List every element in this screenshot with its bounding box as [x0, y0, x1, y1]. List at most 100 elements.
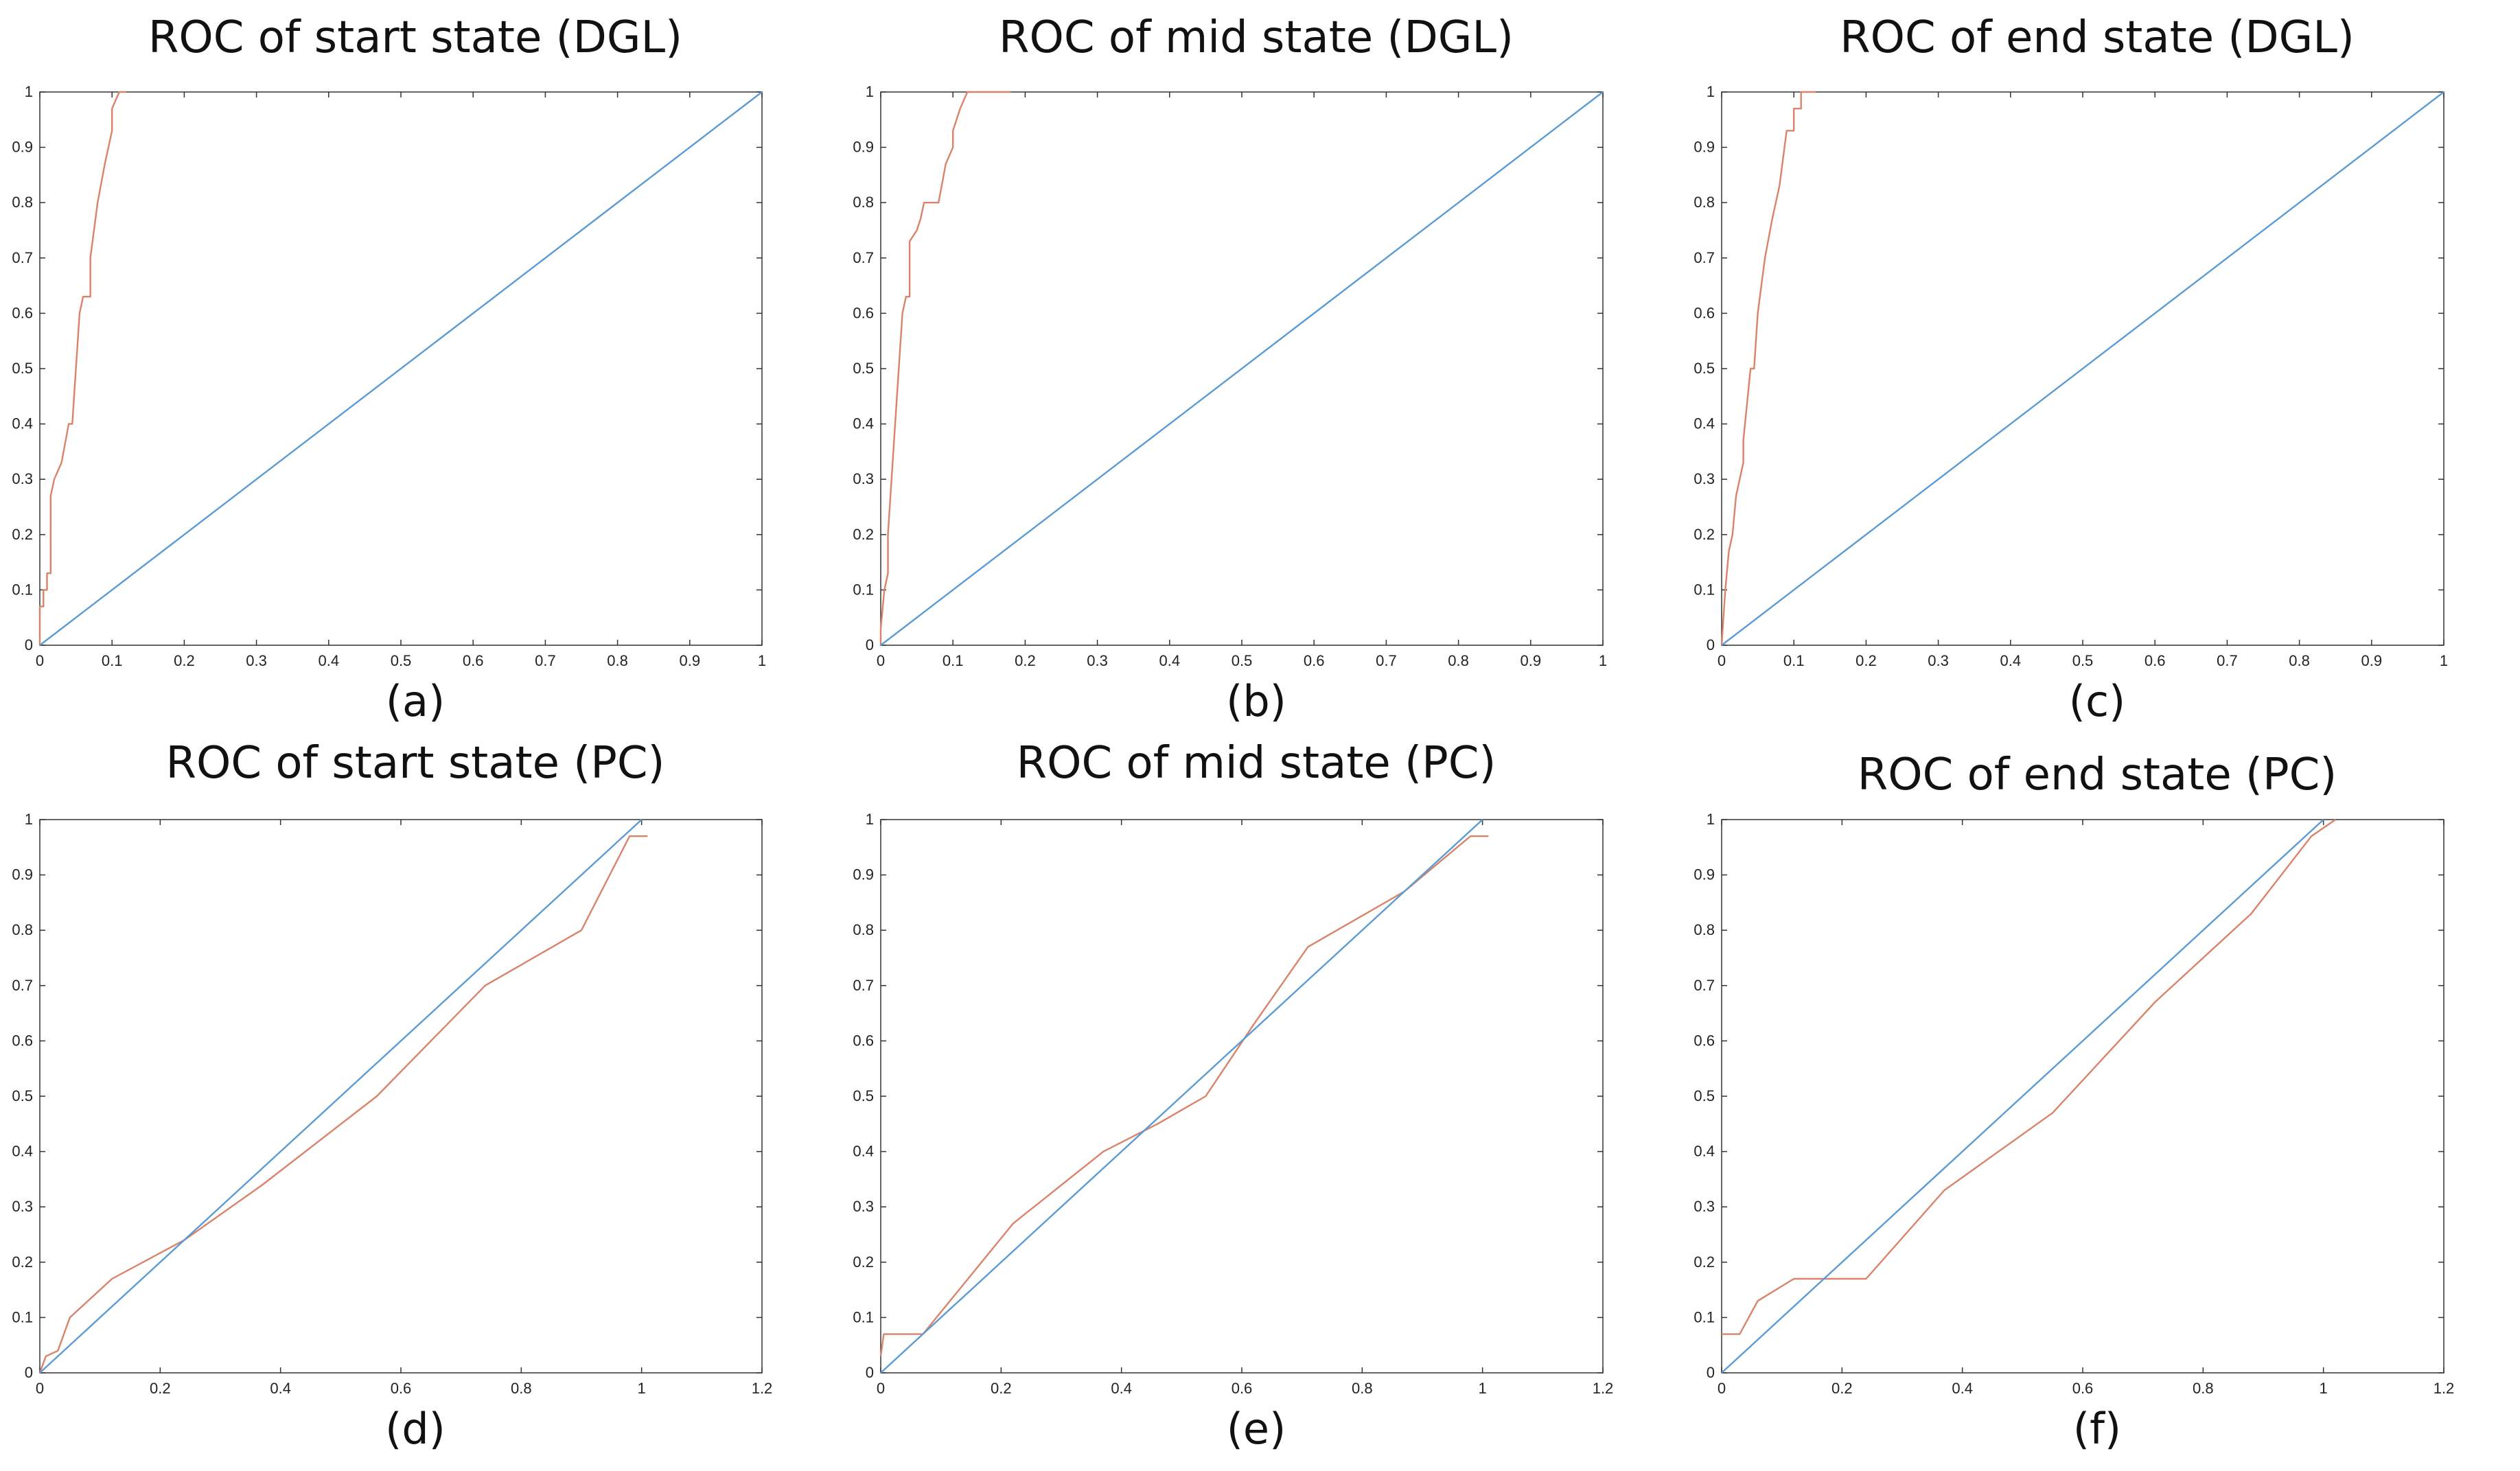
x-tick-label: 0.3 — [246, 652, 267, 669]
x-tick-label: 0 — [1718, 1380, 1726, 1397]
chart-panel-e: ROC of mid state (PC) 0 0.1 0.2 0.3 0.4 0.5 0.… — [841, 734, 1672, 1471]
chance-diagonal-line — [39, 819, 643, 1374]
y-tick-label: 1 — [1707, 83, 1715, 100]
y-tick-label: 0.8 — [853, 921, 874, 938]
y-tick-label: 0.4 — [12, 1143, 33, 1160]
y-tick-label: 0.3 — [12, 470, 33, 487]
x-tick-label: 0.4 — [270, 1380, 291, 1397]
x-tick-label: 1.2 — [2434, 1380, 2455, 1397]
y-tick-label: 0.4 — [853, 1143, 874, 1160]
y-tick-label: 0.1 — [12, 581, 33, 598]
y-tick-label: 0.8 — [1694, 921, 1715, 938]
y-tick-label: 0 — [866, 636, 874, 653]
roc-curve-line — [879, 91, 1011, 645]
x-tick-label: 0 — [877, 652, 885, 669]
chance-diagonal-line — [1721, 91, 2444, 646]
y-tick-label: 0.7 — [853, 249, 874, 266]
x-tick-label: 1 — [2440, 652, 2448, 669]
x-tick-label: 0.8 — [607, 652, 628, 669]
y-tick-label: 0.8 — [853, 194, 874, 211]
y-tick-label: 0.9 — [12, 866, 33, 883]
x-tick-label: 0.2 — [991, 1380, 1012, 1397]
y-tick-label: 0.9 — [1694, 866, 1715, 883]
y-tick-label: 0.9 — [853, 139, 874, 156]
x-tick-label: 0.1 — [943, 652, 964, 669]
y-tick-label: 0.5 — [12, 1087, 33, 1104]
axes-box — [39, 819, 763, 1374]
y-tick-label: 0.6 — [1694, 304, 1715, 321]
y-tick-label: 0.2 — [853, 1253, 874, 1271]
x-tick-label: 0.3 — [1928, 652, 1949, 669]
y-tick-label: 0.1 — [1694, 1308, 1715, 1325]
x-tick-label: 0.7 — [2217, 652, 2238, 669]
x-tick-label: 0.6 — [391, 1380, 412, 1397]
y-tick-label: 0.5 — [853, 360, 874, 377]
y-tick-label: 0.6 — [853, 304, 874, 321]
x-tick-label: 0.9 — [680, 652, 701, 669]
y-tick-label: 0.3 — [12, 1198, 33, 1215]
chart-panel-f: ROC of end state (PC) 0 0.1 0.2 0.3 0.4 0.5 0.… — [1682, 734, 2512, 1471]
y-tick-label: 0.2 — [1694, 1253, 1715, 1271]
y-tick-label: 0.2 — [853, 526, 874, 543]
x-tick-label: 0.5 — [391, 652, 412, 669]
x-tick-label: 1.2 — [1593, 1380, 1614, 1397]
chart-plot: 0 0.1 0.2 0.3 0.4 0.5 0.6 0.7 0.8 0.9 1 0 0.1 0.2 0.3 0… — [1694, 83, 2448, 669]
roc-curve-line — [38, 91, 127, 645]
y-tick-label: 0.6 — [12, 1032, 33, 1049]
chart-plot: 0 0.1 0.2 0.3 0.4 0.5 0.6 0.7 0.8 0.9 1 0 0.2 0.4 0.6 0… — [12, 811, 772, 1397]
y-tick-label: 0.7 — [1694, 249, 1715, 266]
x-tick-label: 1 — [638, 1380, 646, 1397]
x-tick-label: 0.4 — [1111, 1380, 1132, 1397]
roc-curve-line — [38, 835, 648, 1374]
x-tick-label: 0.2 — [1831, 1380, 1853, 1397]
y-tick-label: 0.2 — [12, 526, 33, 543]
x-tick-label: 0.4 — [1159, 652, 1181, 669]
y-tick-label: 0 — [1707, 636, 1715, 653]
x-tick-label: 1 — [1479, 1380, 1487, 1397]
chart-panel-b: ROC of mid state (DGL) 0 0.1 0.2 0.3 0.4 0.5 0… — [841, 0, 1672, 734]
y-tick-label: 0.8 — [12, 921, 33, 938]
y-tick-label: 0.8 — [1694, 194, 1715, 211]
y-tick-label: 0.4 — [1694, 415, 1715, 432]
x-tick-label: 1 — [758, 652, 766, 669]
y-tick-label: 0 — [866, 1364, 874, 1381]
y-tick-label: 0.9 — [853, 866, 874, 883]
y-tick-label: 0.8 — [12, 194, 33, 211]
y-tick-label: 0.4 — [853, 415, 874, 432]
x-tick-label: 0 — [36, 652, 44, 669]
chart-caption: (d) — [385, 1404, 446, 1454]
y-tick-label: 0.7 — [12, 249, 33, 266]
x-tick-label: 0.7 — [535, 652, 556, 669]
x-tick-label: 0.1 — [1783, 652, 1805, 669]
x-tick-label: 0 — [36, 1380, 44, 1397]
y-tick-label: 0.7 — [1694, 977, 1715, 994]
x-tick-label: 0.8 — [1448, 652, 1469, 669]
x-tick-label: 1 — [2320, 1380, 2328, 1397]
y-tick-label: 0 — [25, 636, 33, 653]
x-tick-label: 0.9 — [2361, 652, 2383, 669]
chart-panel-d: ROC of start state (PC) 0 0.1 0.2 0.3 0.4 0.5… — [0, 734, 831, 1471]
roc-curve-line — [1722, 819, 2336, 1335]
y-tick-label: 0.1 — [853, 1308, 874, 1325]
chart-caption: (e) — [1226, 1404, 1286, 1454]
chart-plot: 0 0.1 0.2 0.3 0.4 0.5 0.6 0.7 0.8 0.9 1 0 0.2 0.4 0.6 0… — [1694, 811, 2455, 1397]
y-tick-label: 1 — [1707, 811, 1715, 828]
y-tick-label: 0.1 — [1694, 581, 1715, 598]
y-tick-label: 0.3 — [853, 1198, 874, 1215]
y-tick-label: 1 — [25, 83, 33, 100]
chart-caption: (a) — [385, 676, 446, 726]
y-tick-label: 0.2 — [1694, 526, 1715, 543]
y-tick-label: 0 — [25, 1364, 33, 1381]
chart-panel-a: ROC of start state (DGL) 0 0.1 0.2 0.3 0.4 0.… — [0, 0, 831, 734]
x-tick-label: 0 — [1718, 652, 1726, 669]
chart-title: ROC of mid state (DGL) — [999, 12, 1514, 63]
chart-title: ROC of start state (PC) — [165, 738, 665, 789]
x-tick-label: 0.8 — [1352, 1380, 1373, 1397]
roc-curve-line — [879, 835, 1489, 1356]
chart-panel-c: ROC of end state (DGL) 0 0.1 0.2 0.3 0.4 0.5 0… — [1682, 0, 2512, 734]
chance-diagonal-line — [39, 91, 763, 646]
x-tick-label: 0.7 — [1376, 652, 1397, 669]
x-tick-label: 0.8 — [2193, 1380, 2214, 1397]
chart-title: ROC of end state (PC) — [1857, 750, 2337, 800]
roc-curve-line — [1720, 91, 1816, 646]
